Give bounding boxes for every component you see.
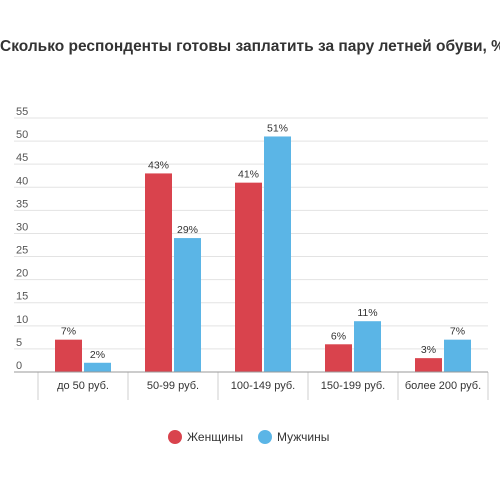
data-label: 29% [177,224,198,236]
x-tick-label: до 50 руб. [57,380,109,392]
y-tick-label: 10 [16,314,28,326]
y-tick-label: 25 [16,245,28,257]
y-tick-label: 15 [16,291,28,303]
data-label: 43% [148,159,169,171]
data-label: 7% [61,326,76,338]
data-label: 3% [421,344,436,356]
y-tick-label: 30 [16,221,28,233]
y-tick-label: 40 [16,175,28,187]
y-tick-label: 5 [16,337,22,349]
x-tick-label: более 200 руб. [405,380,481,392]
x-tick-label: 50-99 руб. [147,380,199,392]
x-tick-label: 150-199 руб. [321,380,385,392]
legend-label: Женщины [187,430,243,444]
bar [415,358,442,372]
data-label: 7% [450,326,465,338]
bar [354,321,381,372]
x-tick-label: 100-149 руб. [231,380,295,392]
y-tick-label: 20 [16,268,28,280]
bar [145,173,172,372]
legend-marker [258,430,272,444]
bar [174,238,201,372]
bar [235,182,262,372]
bar [444,339,471,372]
y-tick-label: 55 [16,106,28,118]
bar [84,362,111,372]
bar [264,136,291,372]
data-label: 11% [357,307,377,319]
legend-marker [168,430,182,444]
y-tick-label: 35 [16,198,28,210]
chart-title: Сколько респонденты готовы заплатить за … [0,38,500,55]
y-tick-label: 0 [16,360,22,372]
y-tick-label: 45 [16,152,28,164]
data-label: 2% [90,349,105,361]
data-label: 6% [331,330,346,342]
data-label: 41% [238,169,259,181]
data-label: 51% [267,122,288,134]
legend-label: Мужчины [277,430,329,444]
bar [55,339,82,372]
y-tick-label: 50 [16,129,28,141]
bar [325,344,352,372]
